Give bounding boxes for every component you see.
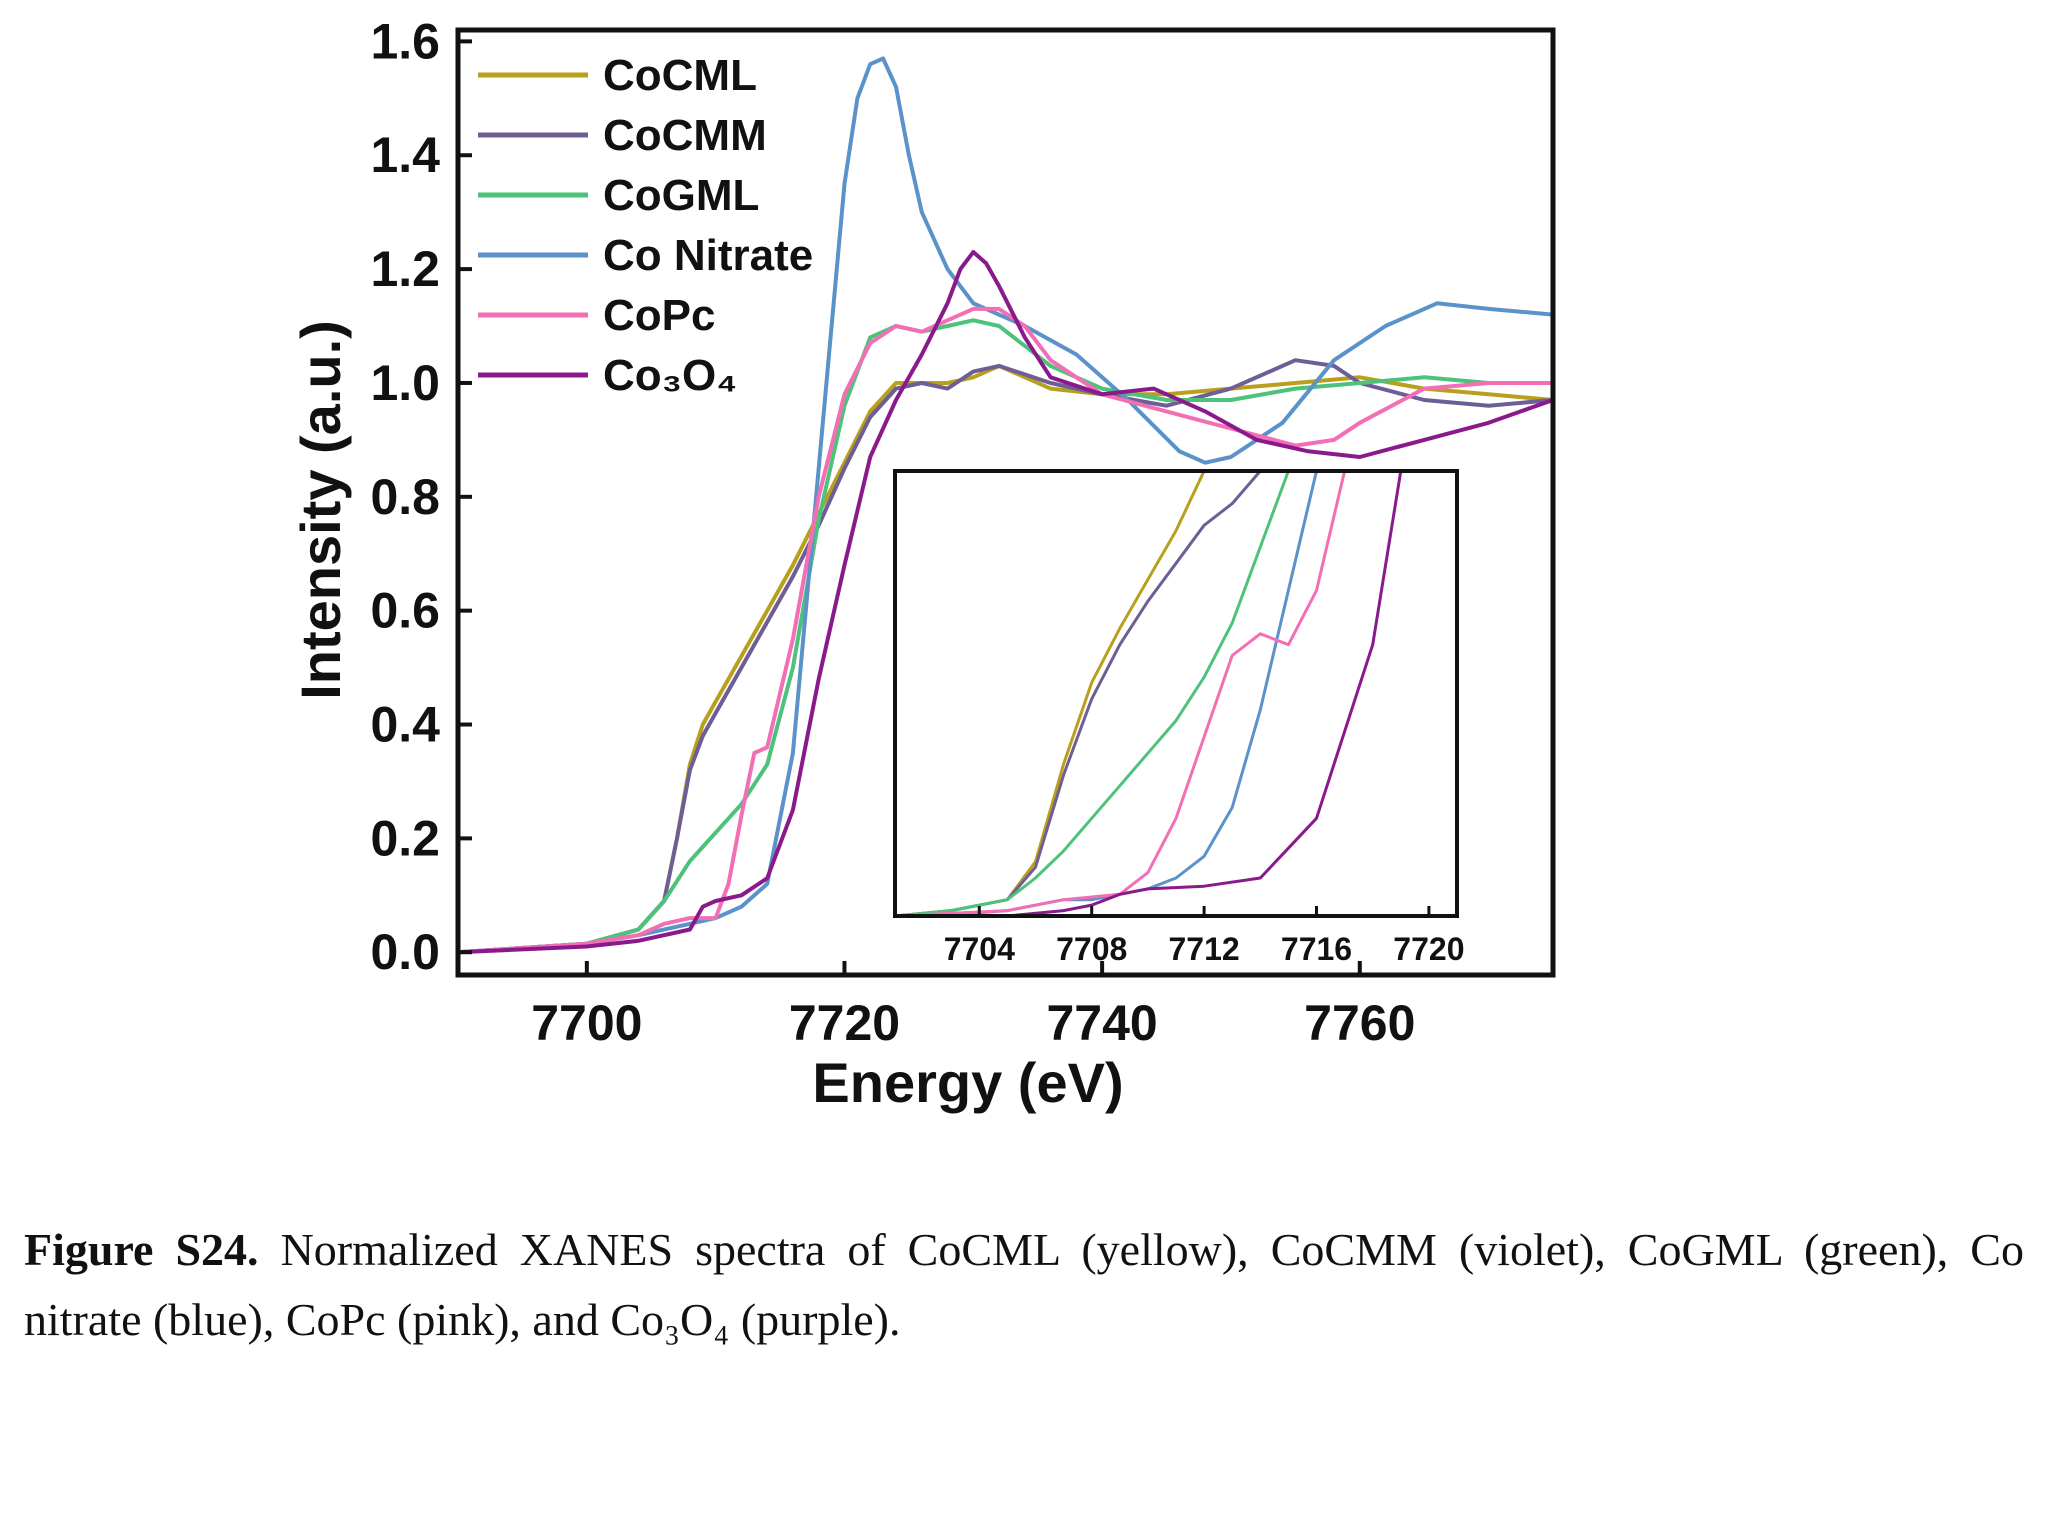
x-tick-label: 7700 [531, 995, 642, 1051]
series-line-co-o [457, 250, 1554, 955]
series-line-copc [457, 306, 1553, 955]
y-tick-label: 1.2 [370, 241, 440, 297]
y-tick-label: 1.4 [370, 127, 440, 183]
series-line-cocmm [457, 358, 1554, 955]
inset-series-line-co-o [944, 471, 1403, 916]
inset-frame [893, 469, 1459, 918]
x-tick-label: 7760 [1304, 995, 1415, 1051]
inset-series-line-copc [895, 471, 1347, 916]
inset-plot: 7704 7708 7712 7716 7720 [893, 469, 1464, 967]
inset-series-lines [895, 471, 1403, 916]
main-axis-ticks: 7700 7720 7740 7760 0.0 0.2 0.4 0.6 0.8 1.0 1.2 1.4… [370, 13, 1415, 1051]
legend-label-co-o: Co₃O₄ [603, 351, 737, 400]
y-tick-label: 0.2 [370, 810, 440, 866]
main-plot-frame [455, 27, 1556, 978]
caption-text: Normalized XANES spectra of CoCML (yello… [24, 1224, 2024, 1345]
y-tick-label: 0.8 [370, 469, 440, 525]
main-series-lines [457, 56, 1554, 955]
legend-label-cocmm: CoCMM [603, 111, 767, 160]
inset-x-tick-label: 7716 [1281, 931, 1352, 967]
y-tick-label: 0.0 [370, 924, 440, 980]
legend-label-cogml: CoGML [603, 171, 759, 220]
series-line-co-nitrate [457, 56, 1554, 955]
x-axis-label: Energy (eV) [812, 1051, 1123, 1114]
inset-x-tick-label: 7704 [944, 931, 1015, 967]
x-tick-label: 7740 [1047, 995, 1158, 1051]
y-axis-label: Intensity (a.u.) [289, 320, 352, 700]
legend-label-cocml: CoCML [603, 51, 757, 100]
main-plot: 7700 7720 7740 7760 0.0 0.2 0.4 0.6 0.8 1.0 1.2 1.4… [289, 13, 1556, 1114]
y-tick-label: 1.0 [370, 355, 440, 411]
y-tick-label: 0.6 [370, 583, 440, 639]
y-tick-label: 0.4 [370, 697, 440, 753]
x-tick-label: 7720 [789, 995, 900, 1051]
inset-background [895, 471, 1457, 916]
y-tick-label: 1.6 [370, 13, 440, 69]
caption-label: Figure S24. [24, 1224, 259, 1275]
inset-x-tick-label: 7720 [1393, 931, 1464, 967]
inset-series-line-cogml [895, 471, 1290, 916]
inset-x-tick-label: 7708 [1056, 931, 1127, 967]
legend: CoCML CoCMM CoGML Co Nitrate CoPc Co₃O₄ [478, 51, 813, 400]
inset-axis-ticks: 7704 7708 7712 7716 7720 [944, 906, 1464, 967]
legend-label-copc: CoPc [603, 291, 715, 340]
legend-label-co-nitrate: Co Nitrate [603, 231, 813, 280]
inset-x-tick-label: 7712 [1169, 931, 1240, 967]
figure-caption: Figure S24. Normalized XANES spectra of … [24, 1215, 2024, 1355]
